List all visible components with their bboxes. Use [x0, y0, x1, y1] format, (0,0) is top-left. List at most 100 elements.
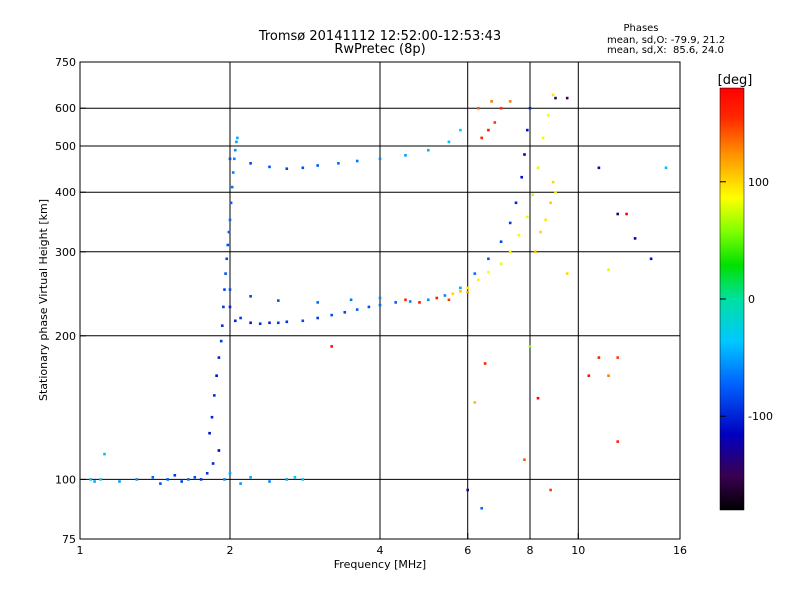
data-point — [301, 478, 305, 481]
data-point — [607, 268, 610, 272]
data-point — [355, 159, 359, 163]
data-point — [316, 301, 319, 304]
data-point — [544, 218, 547, 222]
chart-title: Tromsø 20141112 12:52:00-12:53:43 — [258, 29, 501, 44]
data-point — [473, 272, 477, 275]
data-point — [427, 148, 430, 152]
data-point — [228, 305, 232, 309]
data-point — [526, 215, 529, 219]
data-point — [459, 290, 462, 293]
data-point — [159, 482, 162, 485]
data-point — [499, 240, 503, 243]
y-tick-label: 500 — [55, 140, 76, 153]
data-point — [551, 180, 555, 184]
colorbar-tick-label: 0 — [748, 293, 755, 306]
data-point — [226, 243, 230, 247]
data-point — [239, 482, 242, 485]
data-point — [249, 162, 252, 165]
data-points — [89, 93, 668, 510]
data-point — [508, 100, 512, 103]
data-point — [228, 157, 232, 161]
data-point — [205, 472, 209, 475]
data-point — [487, 128, 490, 132]
data-point — [447, 140, 451, 144]
data-point — [99, 478, 102, 481]
data-point — [625, 212, 628, 216]
data-point — [554, 96, 557, 100]
data-point — [233, 157, 236, 161]
colorbar-tick-label: -100 — [748, 410, 773, 423]
data-point — [549, 201, 552, 205]
data-point — [523, 153, 526, 156]
y-tick-label: 400 — [55, 186, 76, 199]
data-point — [477, 106, 480, 110]
data-point — [473, 401, 477, 404]
chart-subtitle: RwPretec (8p) — [334, 42, 425, 57]
data-point — [597, 356, 601, 359]
data-point — [549, 488, 552, 492]
data-point — [224, 272, 227, 275]
data-point — [277, 299, 280, 302]
data-point — [378, 157, 382, 161]
data-point — [228, 472, 232, 475]
colorbar-tick-label: 100 — [748, 176, 769, 189]
x-tick-label: 16 — [673, 544, 687, 557]
data-point — [268, 480, 271, 483]
data-point — [337, 162, 340, 165]
x-tick-label: 10 — [571, 544, 585, 557]
data-point — [249, 476, 252, 479]
data-point — [118, 480, 121, 483]
data-point — [285, 167, 289, 170]
data-point — [355, 308, 359, 311]
data-point — [514, 201, 518, 205]
data-point — [223, 288, 226, 291]
data-point — [443, 294, 447, 297]
x-tick-label: 8 — [527, 544, 534, 557]
phase-stats-x: mean, sd,X: 85.6, 24.0 — [607, 45, 724, 56]
data-point — [249, 295, 252, 298]
data-point — [490, 100, 493, 103]
data-point — [349, 298, 353, 302]
y-tick-label: 200 — [55, 330, 76, 343]
data-point — [480, 136, 483, 140]
data-point — [493, 121, 497, 124]
data-point — [103, 452, 106, 456]
data-point — [649, 257, 653, 261]
data-point — [616, 356, 619, 359]
x-tick-label: 2 — [227, 544, 234, 557]
x-tick-label: 6 — [464, 544, 471, 557]
data-point — [151, 476, 155, 479]
data-point — [508, 250, 512, 254]
phase-stats-heading: Phases — [623, 23, 658, 34]
data-point — [528, 345, 532, 348]
data-point — [477, 278, 480, 282]
data-point — [316, 164, 319, 167]
data-point — [301, 319, 305, 323]
data-point — [587, 374, 591, 377]
data-point — [466, 488, 469, 492]
data-point — [285, 478, 289, 481]
data-point — [418, 301, 421, 304]
data-point — [227, 230, 231, 234]
y-tick-label: 75 — [62, 533, 76, 546]
data-point — [466, 290, 469, 294]
data-point — [520, 175, 523, 179]
data-point — [616, 440, 619, 443]
data-point — [554, 190, 557, 194]
data-point — [301, 166, 305, 170]
data-point — [526, 128, 529, 132]
data-point — [480, 507, 483, 510]
y-tick-label: 750 — [55, 56, 76, 69]
data-point — [293, 476, 297, 479]
data-point — [466, 286, 469, 290]
data-point — [539, 230, 542, 234]
data-point — [268, 321, 271, 325]
data-point — [330, 345, 333, 348]
data-point — [187, 478, 190, 481]
data-point — [534, 250, 537, 254]
data-point — [228, 218, 232, 222]
data-point — [483, 362, 487, 365]
data-point — [211, 462, 215, 465]
data-point — [173, 474, 177, 477]
